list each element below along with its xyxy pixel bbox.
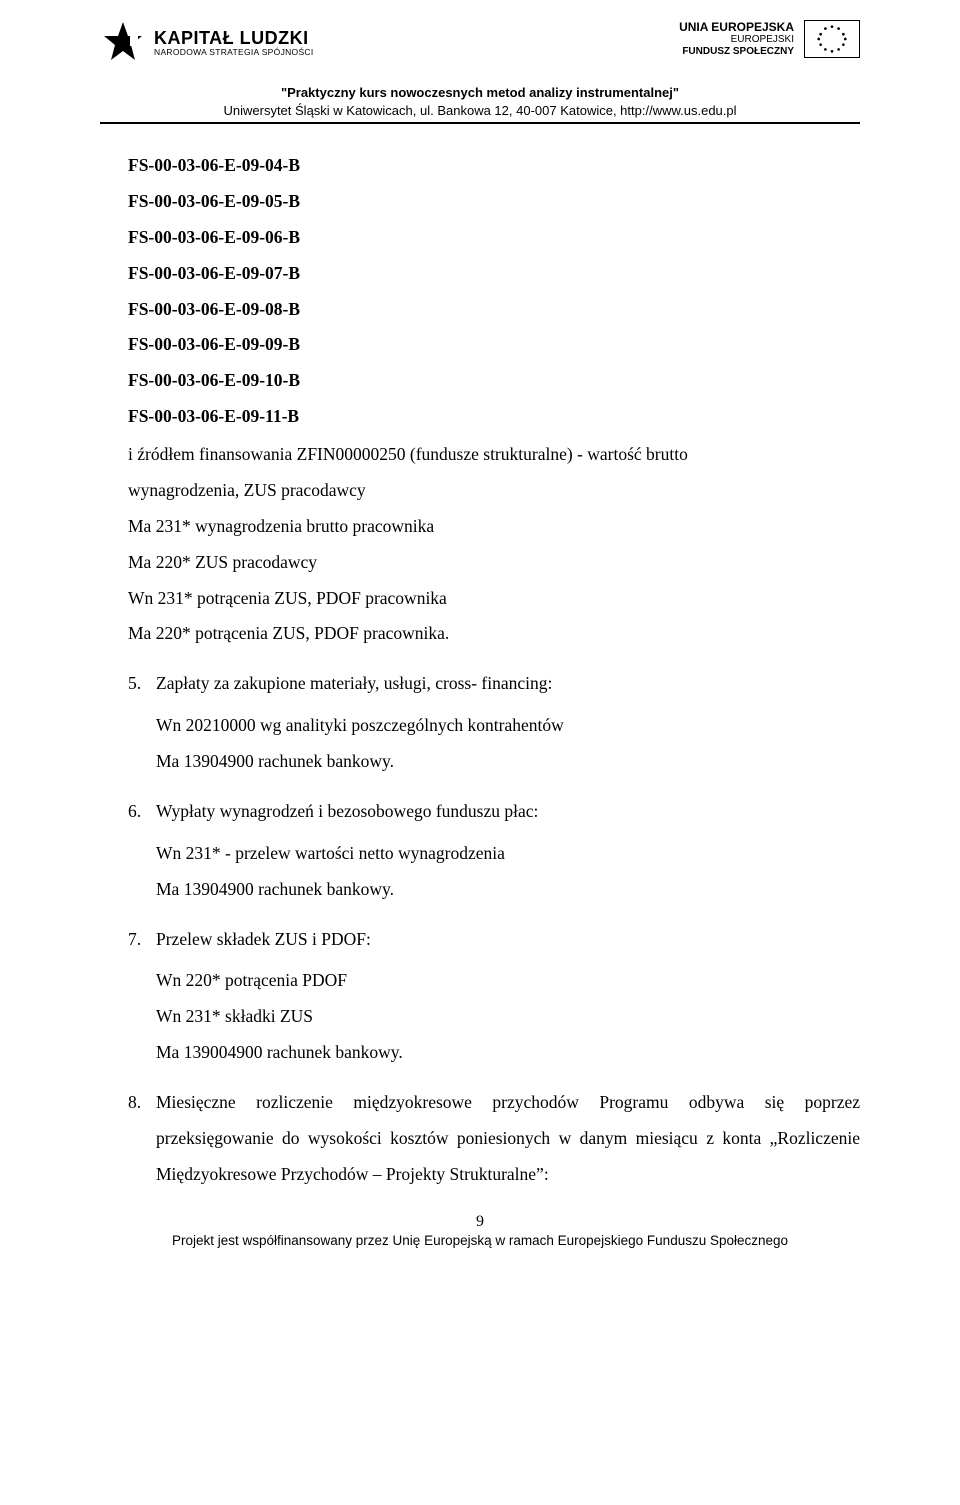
- eu-flag-icon: [804, 20, 860, 58]
- star-person-icon: [100, 20, 146, 66]
- logo-left-subtitle: NARODOWA STRATEGIA SPÓJNOŚCI: [154, 48, 314, 57]
- page-number: 9: [100, 1213, 860, 1231]
- text-line: Ma 13904900 rachunek bankowy.: [156, 744, 860, 780]
- eu-line2: EUROPEJSKI: [679, 34, 794, 46]
- text-line: Wn 20210000 wg analityki poszczególnych …: [156, 708, 860, 744]
- fs-code: FS-00-03-06-E-09-08-B: [128, 292, 860, 328]
- document-body: FS-00-03-06-E-09-04-B FS-00-03-06-E-09-0…: [100, 148, 860, 1193]
- item-number: 6.: [128, 794, 156, 830]
- text-line: Ma 231* wynagrodzenia brutto pracownika: [128, 509, 860, 545]
- logo-left-title: KAPITAŁ LUDZKI: [154, 29, 314, 48]
- fs-code: FS-00-03-06-E-09-05-B: [128, 184, 860, 220]
- project-subtitle: Uniwersytet Śląski w Katowicach, ul. Ban…: [100, 102, 860, 120]
- item-number: 8.: [128, 1085, 156, 1193]
- logo-kapital-ludzki: KAPITAŁ LUDZKI NARODOWA STRATEGIA SPÓJNO…: [100, 20, 314, 66]
- fs-code: FS-00-03-06-E-09-06-B: [128, 220, 860, 256]
- item-title: Wypłaty wynagrodzeń i bezosobowego fundu…: [156, 794, 538, 830]
- list-item-5: 5. Zapłaty za zakupione materiały, usług…: [128, 666, 860, 702]
- item-title: Zapłaty za zakupione materiały, usługi, …: [156, 666, 552, 702]
- text-line: Ma 220* ZUS pracodawcy: [128, 545, 860, 581]
- item-title: Miesięczne rozliczenie międzyokresowe pr…: [156, 1085, 860, 1193]
- text-line: Ma 13904900 rachunek bankowy.: [156, 872, 860, 908]
- eu-line3: FUNDUSZ SPOŁECZNY: [679, 46, 794, 58]
- text-line: i źródłem finansowania ZFIN00000250 (fun…: [128, 437, 860, 473]
- text-line: Ma 220* potrącenia ZUS, PDOF pracownika.: [128, 616, 860, 652]
- text-line: Wn 231* - przelew wartości netto wynagro…: [156, 836, 860, 872]
- item-title: Przelew składek ZUS i PDOF:: [156, 922, 371, 958]
- accounting-block: i źródłem finansowania ZFIN00000250 (fun…: [128, 437, 860, 652]
- fs-code: FS-00-03-06-E-09-09-B: [128, 327, 860, 363]
- text-line: Wn 220* potrącenia PDOF: [156, 963, 860, 999]
- item-5-sub: Wn 20210000 wg analityki poszczególnych …: [156, 708, 860, 780]
- text-line: wynagrodzenia, ZUS pracodawcy: [128, 473, 860, 509]
- project-title: "Praktyczny kurs nowoczesnych metod anal…: [100, 84, 860, 102]
- item-number: 7.: [128, 922, 156, 958]
- text-line: Ma 139004900 rachunek bankowy.: [156, 1035, 860, 1071]
- header-logos: KAPITAŁ LUDZKI NARODOWA STRATEGIA SPÓJNO…: [100, 20, 860, 66]
- fs-code: FS-00-03-06-E-09-04-B: [128, 148, 860, 184]
- logo-eu: UNIA EUROPEJSKA EUROPEJSKI FUNDUSZ SPOŁE…: [679, 20, 860, 58]
- fs-code: FS-00-03-06-E-09-07-B: [128, 256, 860, 292]
- list-item-8: 8. Miesięczne rozliczenie międzyokresowe…: [128, 1085, 860, 1193]
- list-item-6: 6. Wypłaty wynagrodzeń i bezosobowego fu…: [128, 794, 860, 830]
- item-6-sub: Wn 231* - przelew wartości netto wynagro…: [156, 836, 860, 908]
- project-header: "Praktyczny kurs nowoczesnych metod anal…: [100, 84, 860, 119]
- fs-code: FS-00-03-06-E-09-11-B: [128, 399, 860, 435]
- fs-code: FS-00-03-06-E-09-10-B: [128, 363, 860, 399]
- eu-line1: UNIA EUROPEJSKA: [679, 21, 794, 35]
- header-divider: [100, 122, 860, 124]
- item-number: 5.: [128, 666, 156, 702]
- fs-code-list: FS-00-03-06-E-09-04-B FS-00-03-06-E-09-0…: [128, 148, 860, 435]
- text-line: Wn 231* składki ZUS: [156, 999, 860, 1035]
- footer-text: Projekt jest współfinansowany przez Unię…: [100, 1233, 860, 1248]
- list-item-7: 7. Przelew składek ZUS i PDOF:: [128, 922, 860, 958]
- text-line: Wn 231* potrącenia ZUS, PDOF pracownika: [128, 581, 860, 617]
- item-7-sub: Wn 220* potrącenia PDOF Wn 231* składki …: [156, 963, 860, 1071]
